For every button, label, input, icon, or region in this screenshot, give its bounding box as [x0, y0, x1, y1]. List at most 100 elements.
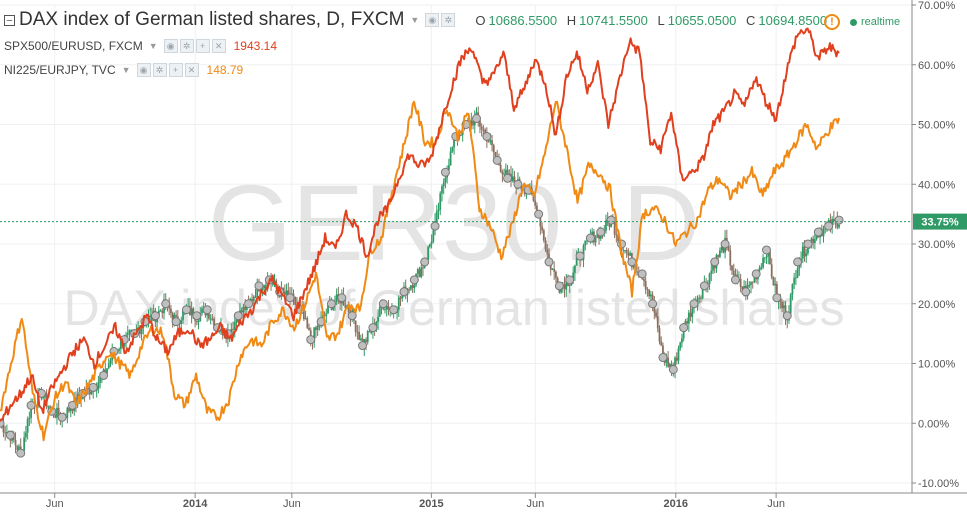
warning-icon[interactable]: !	[824, 14, 840, 30]
dividend-marker	[306, 335, 316, 345]
candle-body	[435, 211, 438, 221]
candle-body	[190, 308, 193, 316]
dividend-marker	[285, 293, 295, 303]
dividend-marker	[409, 275, 419, 285]
gear-icon[interactable]: ✲	[441, 13, 456, 27]
candle-body	[451, 147, 454, 152]
candle-body	[335, 294, 338, 303]
eye-icon[interactable]: ◉	[425, 13, 440, 27]
x-tick-label: Jun	[767, 498, 785, 510]
candle-body	[710, 270, 713, 274]
candle-body	[717, 255, 720, 257]
comparison-label-ni225[interactable]: NI225/EURJPY, TVC	[4, 63, 116, 77]
candle-body	[66, 407, 69, 418]
chevron-down-icon[interactable]: ▼	[148, 41, 158, 51]
candle-body	[401, 294, 404, 299]
candle-body	[18, 446, 20, 450]
dividend-marker	[420, 257, 430, 267]
plus-icon[interactable]: +	[195, 39, 210, 53]
candle-body	[506, 169, 509, 175]
candle-body	[385, 305, 388, 310]
comparison-legend-spx: SPX500/EURUSD, FXCM ▼ ◉ ✲ + ✕ 1943.14	[4, 39, 277, 53]
watermark-symbol: GER30, D	[208, 162, 700, 283]
grid	[0, 4, 912, 493]
x-tick-label: 2016	[664, 498, 688, 510]
candle-body	[775, 283, 778, 302]
candle-body	[26, 418, 29, 433]
dividend-marker	[772, 293, 782, 303]
candle-body	[97, 382, 100, 390]
eye-icon[interactable]: ◉	[163, 39, 178, 53]
gear-icon[interactable]: ✲	[152, 63, 167, 77]
dividend-marker	[824, 221, 834, 231]
candle-body	[624, 250, 626, 252]
collapse-icon[interactable]: −	[4, 14, 15, 26]
chevron-down-icon[interactable]: ▼	[121, 65, 131, 75]
candle-body	[615, 234, 618, 236]
dividend-marker	[813, 227, 823, 237]
candle-body	[68, 407, 70, 412]
candle-body	[118, 349, 121, 351]
main-series-title[interactable]: DAX index of German listed shares, D, FX…	[19, 9, 405, 30]
dividend-marker	[617, 239, 627, 249]
candle-body	[195, 320, 198, 322]
candle-body	[782, 305, 785, 309]
candle-body	[442, 182, 445, 187]
candle-body	[491, 140, 493, 146]
candle-body	[751, 281, 754, 283]
dividend-marker	[554, 281, 564, 291]
candle-body	[622, 249, 625, 251]
candle-body	[563, 284, 566, 290]
dividend-marker	[606, 215, 616, 225]
y-tick-label: 60.00%	[918, 60, 956, 72]
comparison-value-ni225: 148.79	[206, 63, 244, 77]
candle-body	[263, 285, 266, 288]
series-layer	[0, 27, 912, 458]
candle-body	[123, 342, 126, 347]
candle-body	[242, 306, 245, 313]
candle-body	[748, 284, 751, 286]
candle-body	[553, 268, 556, 272]
realtime-label: realtime	[861, 16, 901, 28]
candle-body	[90, 392, 93, 395]
candle-body	[572, 272, 575, 279]
candle-body	[815, 234, 818, 240]
candle-body	[271, 283, 274, 285]
candle-body	[701, 289, 704, 299]
dividend-marker	[689, 299, 699, 309]
eye-icon[interactable]: ◉	[136, 63, 151, 77]
candle-body	[708, 273, 711, 285]
candle-body	[687, 312, 690, 324]
y-tick-label: -10.00%	[918, 478, 959, 490]
candle-body	[551, 268, 554, 270]
dividend-marker	[637, 269, 647, 279]
comparison-label-spx[interactable]: SPX500/EURUSD, FXCM	[4, 39, 143, 53]
candle-body	[684, 321, 687, 324]
chevron-down-icon[interactable]: ▼	[410, 15, 420, 25]
candle-body	[781, 301, 783, 309]
plus-icon[interactable]: +	[168, 63, 183, 77]
candle-body	[653, 304, 656, 313]
gear-icon[interactable]: ✲	[179, 39, 194, 53]
candle-body	[794, 277, 797, 279]
candle-body	[636, 271, 638, 273]
dividend-marker	[233, 311, 243, 321]
price-axis[interactable]: 70.00% 60.00% 50.00% 40.00% 30.00% 20.00% 10.0…	[911, 0, 967, 493]
dividend-marker	[596, 227, 606, 237]
close-icon[interactable]: ✕	[211, 39, 226, 53]
candle-body	[232, 328, 234, 330]
candle-body	[302, 309, 305, 320]
candle-body	[503, 173, 506, 175]
watermark: GER30, D DAX index of German listed shar…	[64, 162, 845, 336]
x-tick-label: 2014	[183, 498, 208, 510]
time-axis[interactable]: Jun 2014 Jun 2015 Jun 2016 Jun	[0, 492, 967, 510]
close-icon[interactable]: ✕	[184, 63, 199, 77]
dividend-marker	[482, 131, 492, 141]
candle-body	[430, 241, 433, 245]
candle-body	[534, 200, 537, 206]
candle-body	[315, 327, 317, 330]
candle-body	[23, 437, 26, 451]
candle-body	[832, 219, 835, 221]
candle-body	[719, 250, 721, 257]
